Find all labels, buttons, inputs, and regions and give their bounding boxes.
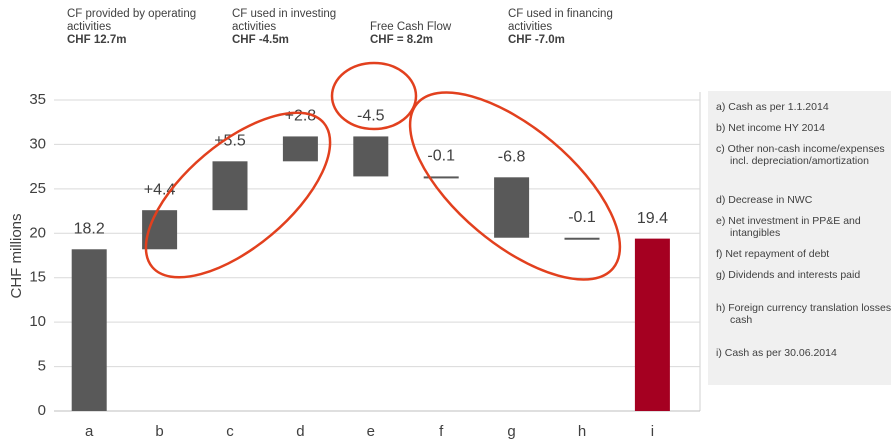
annotation-text: CF used in financing activities — [508, 8, 613, 33]
x-tick-label: c — [226, 423, 234, 440]
annotation-value: CHF -4.5m — [232, 34, 289, 46]
legend-panel: a) Cash as per 1.1.2014 b) Net income HY … — [708, 91, 891, 385]
x-tick-label: b — [155, 423, 163, 440]
value-label: -4.5 — [357, 108, 385, 125]
x-tick-label: f — [439, 423, 444, 440]
y-tick-label: 0 — [38, 402, 46, 419]
y-tick-label: 5 — [38, 358, 46, 375]
annotation: Free Cash Flow CHF = 8.2m — [370, 21, 490, 47]
legend-item: b) Net income HY 2014 — [716, 122, 825, 134]
bar — [564, 237, 600, 240]
y-tick-label: 35 — [29, 91, 46, 108]
value-label: 19.4 — [637, 210, 668, 227]
y-tick-label: 25 — [29, 180, 46, 197]
annotation-value: CHF -7.0m — [508, 34, 565, 46]
bar — [353, 136, 389, 177]
bar — [71, 249, 107, 411]
annotation-text: CF provided by operating activities — [67, 8, 197, 33]
y-tick-label: 15 — [29, 269, 46, 286]
value-label: 18.2 — [74, 220, 105, 237]
x-tick-label: a — [85, 423, 94, 440]
x-tick-label: i — [651, 423, 654, 440]
x-tick-label: d — [296, 423, 304, 440]
value-label: -0.1 — [568, 209, 596, 226]
annotation-value: CHF = 8.2m — [370, 34, 433, 46]
bar — [423, 176, 459, 179]
x-tick-label: e — [367, 423, 375, 440]
legend-item: f) Net repayment of debt — [716, 248, 830, 260]
annotation: CF used in investing activities CHF -4.5m — [232, 8, 352, 47]
annotation-value: CHF 12.7m — [67, 34, 127, 46]
x-tick-label: g — [507, 423, 515, 440]
annotation: CF used in financing activities CHF -7.0m — [508, 8, 628, 47]
bar — [634, 238, 670, 411]
annotation-text: CF used in investing activities — [232, 8, 337, 33]
highlight-ellipse — [408, 91, 622, 281]
legend-item: i) Cash as per 30.06.2014 — [716, 347, 837, 359]
y-axis-title: CHF millions — [8, 213, 25, 298]
highlight-ellipse — [144, 111, 332, 279]
legend-item: d) Decrease in NWC — [716, 194, 813, 206]
legend-item: a) Cash as per 1.1.2014 — [716, 101, 829, 113]
y-tick-label: 20 — [29, 224, 46, 241]
legend-item: e) Net investment in PP&E and intangible… — [716, 215, 861, 239]
bar — [282, 136, 318, 162]
highlight-ellipse — [330, 61, 418, 131]
y-tick-label: 10 — [29, 313, 46, 330]
bar — [212, 161, 248, 211]
value-label: -0.1 — [427, 148, 455, 165]
bar — [494, 177, 530, 238]
legend-item: g) Dividends and interests paid — [716, 269, 861, 281]
annotation-text: Free Cash Flow — [370, 21, 452, 33]
x-tick-label: h — [578, 423, 586, 440]
legend-item: h) Foreign currency translation losses o… — [716, 302, 891, 326]
marks: 05101520253035a18.2b+4.4c+5.5d+2.8e-4.5f… — [29, 91, 700, 440]
annotation: CF provided by operating activities CHF 1… — [67, 8, 217, 47]
legend-item: c) Other non-cash income/expenses incl. … — [716, 143, 885, 167]
value-label: -6.8 — [498, 149, 526, 166]
value-label: +5.5 — [214, 133, 246, 150]
y-tick-label: 30 — [29, 135, 46, 152]
